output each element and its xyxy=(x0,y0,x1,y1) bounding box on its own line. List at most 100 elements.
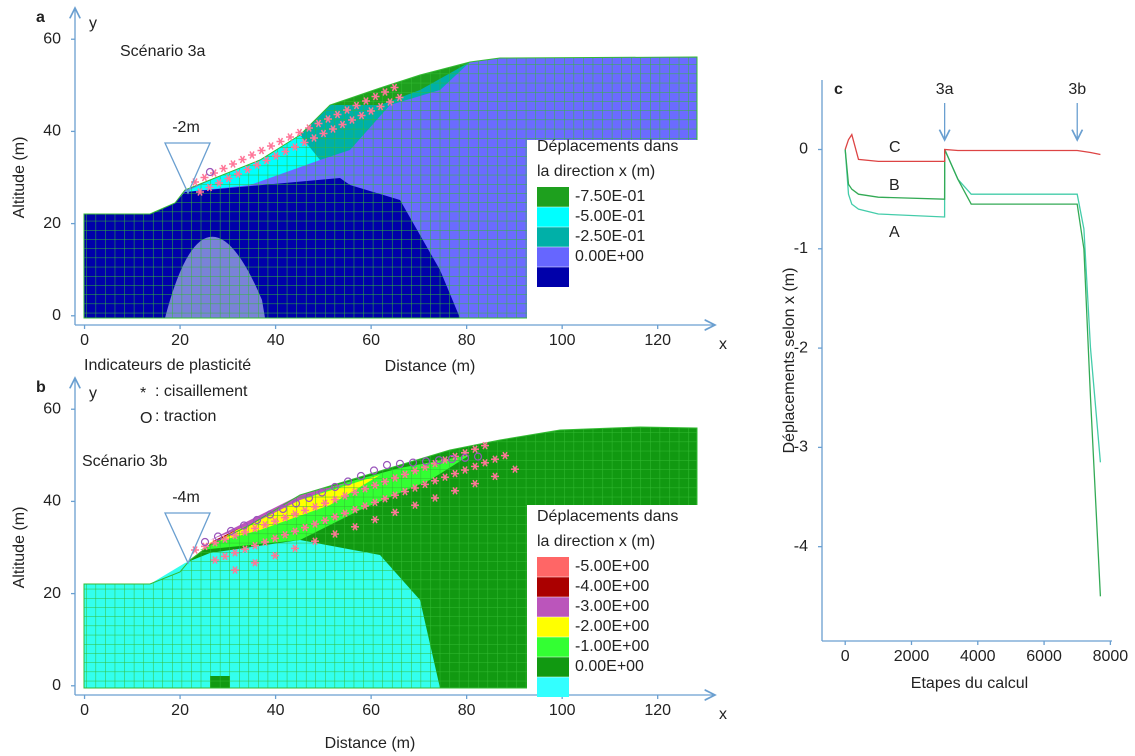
legend-label: -4.00E+00 xyxy=(575,578,649,595)
scenario-label: Scénario 3a xyxy=(120,43,205,60)
x-tick-label: 4000 xyxy=(960,648,996,665)
shear-marker xyxy=(432,494,438,502)
shear-marker xyxy=(372,481,378,490)
shear-marker xyxy=(296,128,303,137)
shear-marker xyxy=(332,512,338,521)
shear-marker xyxy=(252,541,258,550)
shear-marker xyxy=(277,137,284,146)
y-axis-label: Déplacements selon x (m) xyxy=(781,268,798,454)
shear-marker xyxy=(272,517,278,526)
shear-marker xyxy=(462,448,468,457)
y-axis-name: y xyxy=(89,385,97,402)
shear-marker xyxy=(472,445,478,454)
shear-marker xyxy=(242,528,248,536)
legend-swatch xyxy=(537,267,569,287)
y-axis-label: Altitude (m) xyxy=(11,137,28,219)
legend-label: -5.00E+00 xyxy=(575,558,649,575)
series-line xyxy=(844,149,1102,597)
panel-label: b xyxy=(36,379,46,396)
tension-marker xyxy=(291,499,301,508)
y-axis-name: y xyxy=(89,15,97,32)
shear-marker xyxy=(202,542,208,551)
tension-marker xyxy=(434,456,444,465)
legend-title: la direction x (m) xyxy=(537,533,655,550)
shear-marker xyxy=(232,531,238,540)
plasticity-markers xyxy=(191,83,519,574)
shear-marker xyxy=(422,480,428,489)
shear-marker xyxy=(302,523,308,532)
shear-marker xyxy=(502,451,508,460)
y-tick-label: 0 xyxy=(799,141,808,158)
shear-marker xyxy=(239,155,246,164)
shear-marker xyxy=(332,530,338,538)
shear-marker xyxy=(292,143,298,151)
x-tick-label: 120 xyxy=(644,702,671,719)
shear-marker xyxy=(263,156,270,165)
shear-marker xyxy=(472,479,478,488)
shear-marker xyxy=(272,551,278,560)
shear-marker xyxy=(412,484,418,492)
shear-marker xyxy=(325,115,331,123)
legend-title: Déplacements dans xyxy=(537,508,678,525)
shear-marker xyxy=(363,97,369,105)
shear-marker xyxy=(472,462,478,471)
shear-marker xyxy=(462,466,468,474)
shear-marker xyxy=(352,488,358,497)
y-tick-label: 40 xyxy=(43,123,61,140)
shear-marker xyxy=(402,487,408,496)
tension-marker xyxy=(304,493,314,503)
series-label: B xyxy=(889,177,900,194)
shear-marker xyxy=(442,456,448,464)
plasticity-label: : cisaillement xyxy=(155,383,248,400)
shear-marker xyxy=(244,165,251,174)
y-tick-label: 60 xyxy=(43,400,61,417)
panel-label: c xyxy=(834,81,843,98)
shear-marker xyxy=(232,548,238,557)
x-tick-label: 40 xyxy=(267,332,285,349)
legend-label: 0.00E+00 xyxy=(575,248,644,265)
legend-swatch xyxy=(537,677,569,697)
tension-marker xyxy=(369,466,379,475)
shear-marker xyxy=(254,161,260,169)
y-tick-label: 0 xyxy=(52,677,61,694)
shear-marker xyxy=(432,459,438,468)
x-tick-label: 100 xyxy=(549,332,576,349)
tension-marker xyxy=(205,167,215,177)
shear-marker xyxy=(312,520,318,528)
legend-label: -1.00E+00 xyxy=(575,638,649,655)
x-axis-name: x xyxy=(719,336,727,353)
tension-marker xyxy=(382,460,392,470)
shear-marker xyxy=(206,183,213,192)
shear-marker xyxy=(492,472,498,481)
shear-marker xyxy=(452,469,458,478)
shear-marker xyxy=(235,170,241,178)
shear-marker xyxy=(432,476,438,485)
shear-marker xyxy=(292,510,298,518)
shear-marker xyxy=(212,556,218,564)
shear-marker xyxy=(192,546,198,554)
tension-marker xyxy=(252,515,262,525)
x-tick-label: 100 xyxy=(549,702,576,719)
shear-marker xyxy=(392,491,398,500)
shear-marker xyxy=(232,566,238,574)
tension-marker xyxy=(239,521,249,530)
y-tick-label: 40 xyxy=(43,493,61,510)
shear-marker xyxy=(216,179,222,187)
shear-marker xyxy=(362,484,368,493)
shear-marker xyxy=(302,506,308,515)
shear-marker xyxy=(349,116,355,124)
legend-swatch xyxy=(537,657,569,677)
cut-marker xyxy=(163,142,211,565)
shear-marker xyxy=(197,188,203,196)
legend-swatch xyxy=(537,247,569,267)
tension-marker xyxy=(343,477,353,486)
shear-marker xyxy=(301,138,308,147)
x-tick-label: 40 xyxy=(267,702,285,719)
cut-annotation: -4m xyxy=(172,489,200,506)
x-tick-label: 6000 xyxy=(1026,648,1062,665)
shear-marker xyxy=(332,495,338,504)
series-line xyxy=(844,133,1101,163)
x-axis-label: Distance (m) xyxy=(385,358,476,375)
shear-marker xyxy=(201,173,208,182)
cut-annotation: -2m xyxy=(172,119,200,136)
